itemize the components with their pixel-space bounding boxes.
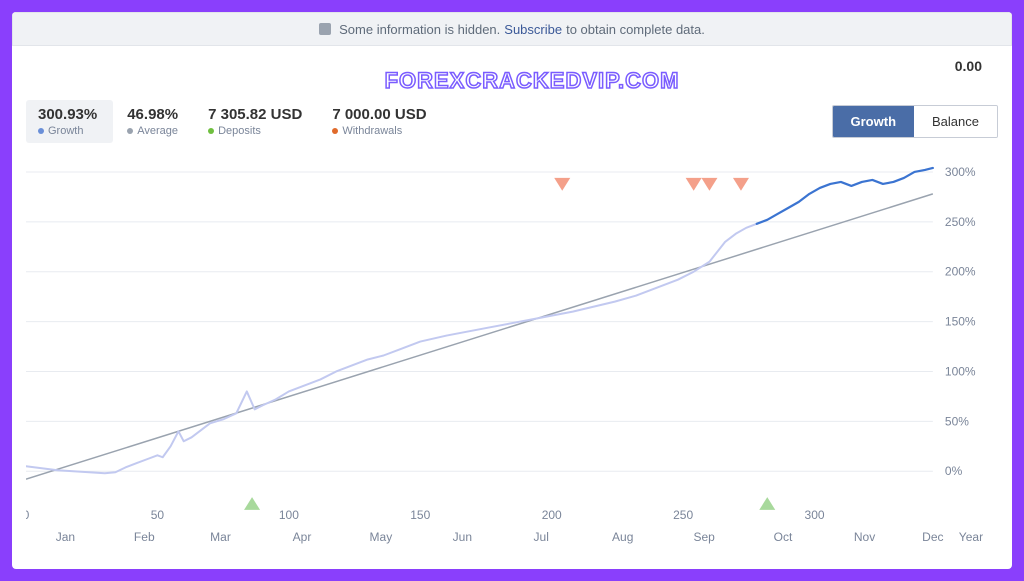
dot-deposits-icon bbox=[208, 128, 214, 134]
svg-text:250: 250 bbox=[673, 508, 693, 522]
top-value: 0.00 bbox=[955, 58, 982, 74]
svg-text:300: 300 bbox=[805, 508, 825, 522]
svg-text:0: 0 bbox=[26, 508, 30, 522]
svg-text:Jan: Jan bbox=[56, 530, 75, 544]
stat-growth: 300.93% Growth bbox=[26, 100, 113, 143]
svg-text:Nov: Nov bbox=[854, 530, 875, 544]
stat-growth-value: 300.93% bbox=[38, 106, 97, 123]
stat-withdrawals-label: Withdrawals bbox=[342, 125, 402, 137]
dot-growth-icon bbox=[38, 128, 44, 134]
stat-average-value: 46.98% bbox=[127, 106, 178, 123]
svg-text:50%: 50% bbox=[945, 414, 969, 428]
svg-text:Dec: Dec bbox=[922, 530, 943, 544]
svg-text:Sep: Sep bbox=[693, 530, 715, 544]
chart-area: 0% 50% 100% 150% 200% 250% 300% 0 50 100 150 200 250… bbox=[26, 152, 998, 561]
info-text-before: Some information is hidden. bbox=[339, 22, 500, 37]
svg-text:Jul: Jul bbox=[534, 530, 549, 544]
svg-text:Aug: Aug bbox=[612, 530, 633, 544]
svg-text:150: 150 bbox=[410, 508, 430, 522]
svg-text:Feb: Feb bbox=[134, 530, 155, 544]
svg-text:May: May bbox=[370, 530, 393, 544]
lock-icon bbox=[319, 23, 331, 35]
svg-text:Jun: Jun bbox=[453, 530, 472, 544]
stat-deposits-value: 7 305.82 USD bbox=[208, 106, 302, 123]
svg-text:0%: 0% bbox=[945, 464, 963, 478]
svg-text:300%: 300% bbox=[945, 165, 976, 179]
growth-tab[interactable]: Growth bbox=[833, 106, 915, 137]
stat-deposits-label: Deposits bbox=[218, 125, 261, 137]
svg-text:250%: 250% bbox=[945, 215, 976, 229]
stat-withdrawals: 7 000.00 USD Withdrawals bbox=[318, 100, 442, 143]
balance-tab[interactable]: Balance bbox=[914, 106, 997, 137]
stat-growth-label: Growth bbox=[48, 125, 83, 137]
svg-text:150%: 150% bbox=[945, 315, 976, 329]
growth-chart: 0% 50% 100% 150% 200% 250% 300% 0 50 100 150 200 250… bbox=[26, 152, 998, 561]
main-panel: Some information is hidden. Subscribe to… bbox=[12, 12, 1012, 569]
svg-text:200%: 200% bbox=[945, 265, 976, 279]
svg-text:Oct: Oct bbox=[774, 530, 793, 544]
svg-text:Year: Year bbox=[959, 530, 983, 544]
svg-text:50: 50 bbox=[151, 508, 165, 522]
info-bar: Some information is hidden. Subscribe to… bbox=[12, 12, 1012, 46]
svg-text:100: 100 bbox=[279, 508, 299, 522]
stats-row: 300.93% Growth 46.98% Average 7 305.82 U… bbox=[26, 100, 998, 143]
svg-text:Mar: Mar bbox=[210, 530, 231, 544]
stat-average: 46.98% Average bbox=[113, 100, 194, 143]
stat-withdrawals-value: 7 000.00 USD bbox=[332, 106, 426, 123]
subscribe-link[interactable]: Subscribe bbox=[504, 22, 562, 37]
info-text-after: to obtain complete data. bbox=[566, 22, 705, 37]
stat-deposits: 7 305.82 USD Deposits bbox=[194, 100, 318, 143]
svg-text:Apr: Apr bbox=[293, 530, 312, 544]
view-toggle: Growth Balance bbox=[832, 105, 998, 138]
svg-text:100%: 100% bbox=[945, 364, 976, 378]
watermark-text: FOREXCRACKEDVIP.COM bbox=[385, 68, 680, 94]
svg-text:200: 200 bbox=[542, 508, 562, 522]
stat-average-label: Average bbox=[137, 125, 178, 137]
dot-average-icon bbox=[127, 128, 133, 134]
dot-withdrawals-icon bbox=[332, 128, 338, 134]
